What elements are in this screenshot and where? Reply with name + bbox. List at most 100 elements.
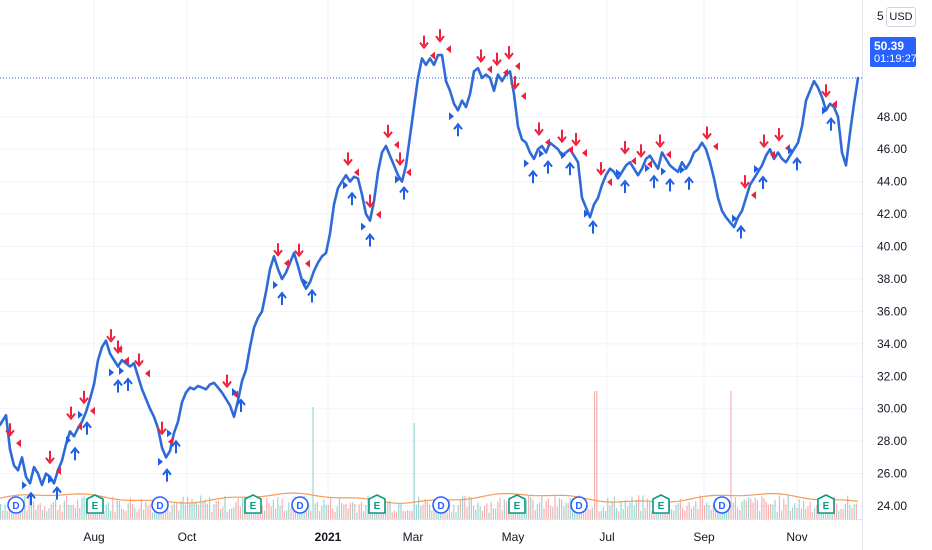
volume-bar xyxy=(147,505,149,519)
buy-arrow-head xyxy=(649,174,659,182)
buy-arrow-head xyxy=(347,191,357,199)
volume-bar xyxy=(253,511,255,519)
volume-bar xyxy=(475,509,477,519)
buy-arrow-head xyxy=(70,446,80,454)
volume-bar xyxy=(585,506,587,519)
volume-bar xyxy=(499,497,501,519)
volume-bar xyxy=(270,506,272,519)
event-badge-label: E xyxy=(514,501,521,512)
buy-signal-arrow xyxy=(661,167,675,192)
buy-arrow-head xyxy=(588,219,598,228)
volume-bar xyxy=(204,499,206,519)
volume-bar xyxy=(189,503,191,519)
earnings-badge[interactable]: E xyxy=(508,494,526,514)
signal-markers xyxy=(5,29,837,506)
sell-signal-arrow xyxy=(492,52,508,77)
dividend-badge[interactable]: D xyxy=(291,496,309,514)
buy-signal-arrow xyxy=(645,164,659,189)
volume-bar xyxy=(26,510,28,519)
volume-bar xyxy=(787,495,789,519)
volume-bar xyxy=(712,503,714,519)
volume-bar xyxy=(4,504,6,519)
earnings-badge[interactable]: E xyxy=(817,494,835,514)
buy-signal-arrow xyxy=(680,165,694,190)
sell-signal-arrow xyxy=(435,29,451,54)
buy-arrow-head xyxy=(736,224,746,233)
volume-bar xyxy=(671,509,673,519)
sell-signal-arrow xyxy=(702,126,718,151)
volume-bar xyxy=(422,504,424,519)
buy-flag-icon xyxy=(66,436,71,445)
volume-bar xyxy=(855,503,857,519)
volume-bar xyxy=(215,501,217,519)
volume-bar xyxy=(501,510,503,519)
sell-arrow-head xyxy=(740,181,750,189)
volume-bar xyxy=(640,510,642,519)
volume-bar xyxy=(690,508,692,519)
volume-bar xyxy=(455,512,457,519)
sell-signal-arrow xyxy=(774,128,790,153)
sell-signal-arrow xyxy=(222,374,238,399)
sell-flag-icon xyxy=(631,157,636,166)
volume-bar xyxy=(279,505,281,519)
sell-arrow-head xyxy=(476,55,486,64)
volume-bar xyxy=(176,503,178,519)
buy-signal-arrow xyxy=(539,149,553,174)
volume-bar xyxy=(710,509,712,519)
earnings-badge[interactable]: E xyxy=(368,494,386,514)
dividend-badge[interactable]: D xyxy=(432,496,450,514)
sell-flag-icon xyxy=(487,65,492,74)
dividend-badge[interactable]: D xyxy=(570,496,588,514)
volume-bar xyxy=(811,512,813,519)
volume-moving-average xyxy=(0,492,859,504)
volume-bar xyxy=(569,498,571,519)
sell-arrow-head xyxy=(343,158,353,167)
volume-bar xyxy=(624,500,626,519)
buy-flag-icon xyxy=(22,481,27,490)
volume-bar xyxy=(521,510,523,519)
x-tick-label: Sep xyxy=(693,530,715,544)
sell-arrow-head xyxy=(79,397,89,405)
volume-bar xyxy=(431,510,433,519)
volume-bar xyxy=(829,511,831,519)
volume-bar xyxy=(33,500,35,519)
sell-arrow-head xyxy=(383,131,393,139)
volume-bar xyxy=(741,501,743,519)
sell-flag-icon xyxy=(354,168,359,177)
volume-bar xyxy=(429,504,431,519)
volume-bar xyxy=(677,502,679,519)
earnings-badge[interactable]: E xyxy=(652,494,670,514)
volume-bar xyxy=(618,511,620,519)
dividend-badge[interactable]: D xyxy=(151,496,169,514)
volume-bar xyxy=(83,496,85,519)
volume-bar xyxy=(312,407,314,519)
volume-bar xyxy=(332,508,334,519)
volume-bar xyxy=(596,391,598,519)
sell-arrow-head xyxy=(774,134,784,142)
volume-bar xyxy=(466,507,468,519)
dividend-badge[interactable]: D xyxy=(713,496,731,514)
volume-bar xyxy=(635,499,637,519)
earnings-badge[interactable]: E xyxy=(86,494,104,514)
earnings-badge[interactable]: E xyxy=(244,494,262,514)
volume-bar xyxy=(752,502,754,519)
buy-flag-icon xyxy=(561,151,566,160)
sell-arrow-head xyxy=(157,428,167,436)
volume-bar xyxy=(316,501,318,519)
volume-bar xyxy=(39,502,41,519)
sell-signal-arrow xyxy=(365,194,381,219)
currency-button[interactable]: USD xyxy=(886,7,916,27)
volume-bar xyxy=(785,504,787,519)
volume-bar xyxy=(814,507,816,519)
event-badge-label: E xyxy=(250,501,257,512)
buy-signal-arrow xyxy=(158,457,172,482)
sell-signal-arrow xyxy=(383,124,399,149)
buy-signal-arrow xyxy=(732,214,746,239)
volume-bar xyxy=(162,511,164,519)
dividend-badge[interactable]: D xyxy=(7,496,25,514)
buy-signal-arrow xyxy=(303,278,317,303)
buy-flag-icon xyxy=(449,112,454,121)
y-tick-label: 34.00 xyxy=(877,337,907,351)
